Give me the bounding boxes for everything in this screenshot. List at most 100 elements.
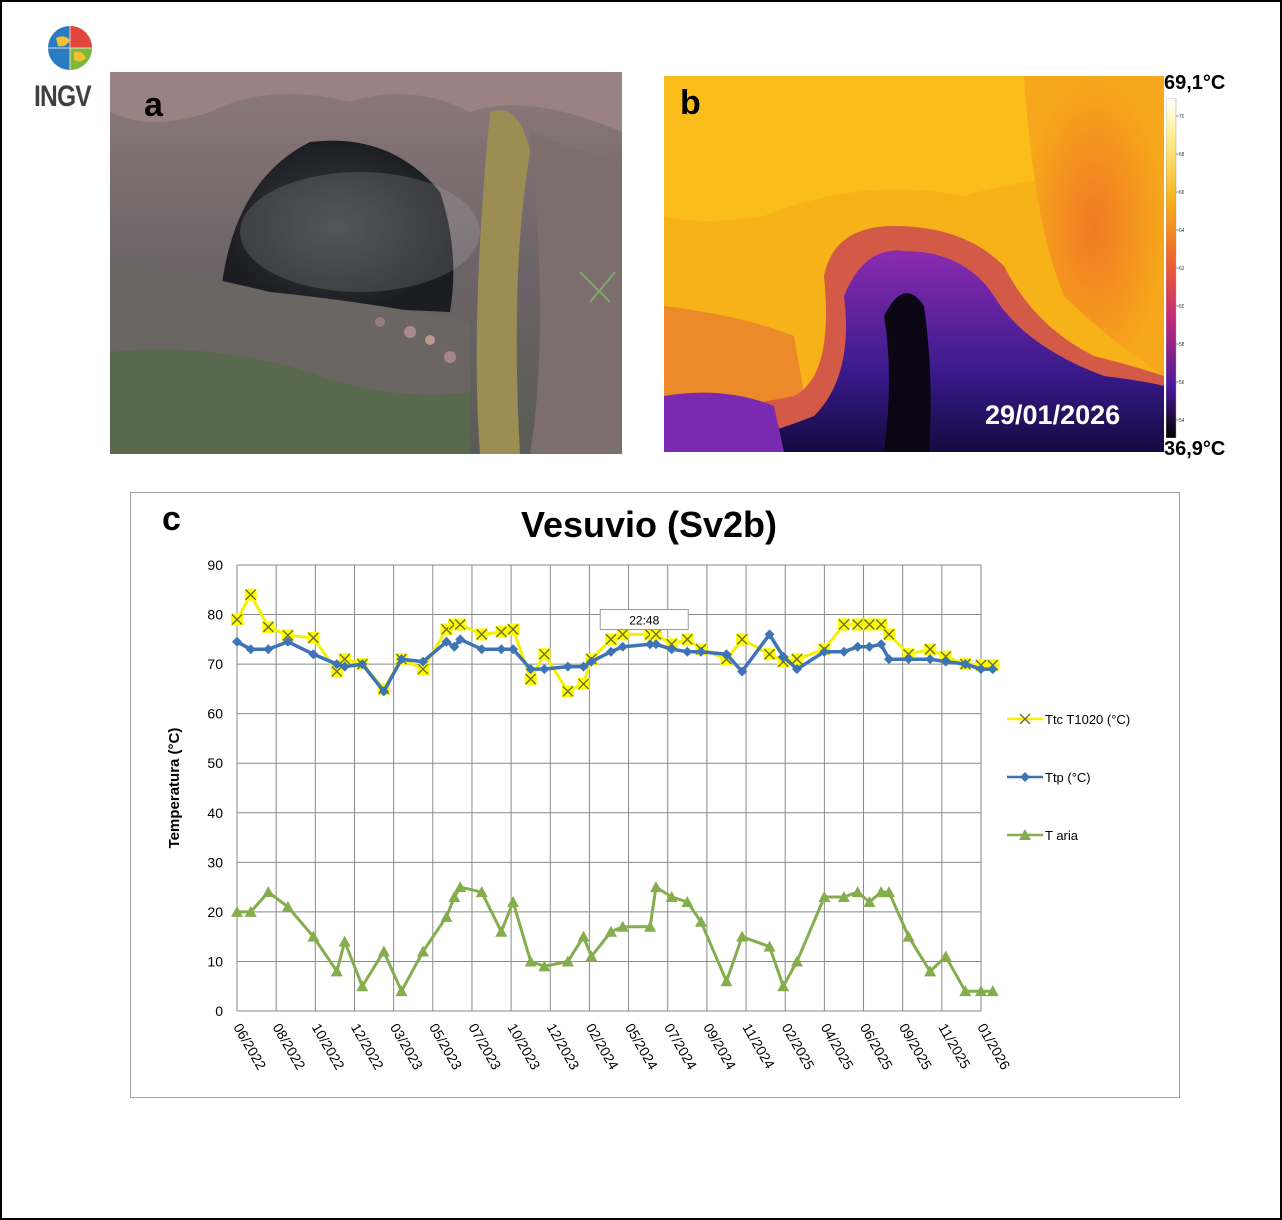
data-point — [903, 654, 914, 665]
data-point — [475, 886, 488, 898]
series-line-T aria — [237, 885, 993, 993]
x-tick-label: 07/2023 — [465, 1021, 504, 1073]
x-tick-label: 10/2022 — [309, 1021, 348, 1073]
data-point — [244, 905, 257, 917]
data-point — [851, 618, 864, 631]
marker-cross — [578, 678, 590, 690]
data-point — [262, 886, 275, 898]
data-point — [231, 613, 243, 626]
data-point — [736, 930, 749, 942]
tooltip-box — [599, 609, 689, 631]
colorbar-tick-label: 54 — [1179, 418, 1184, 424]
data-point — [777, 980, 790, 992]
series-markers — [232, 629, 998, 697]
chart-title: Vesuvio (Sv2b) — [521, 504, 777, 545]
marker-cross — [495, 626, 507, 638]
data-point — [959, 985, 972, 997]
data-point — [441, 636, 452, 647]
temperature-chart: Vesuvio (Sv2b) 0 10 20 30 40 50 60 70 80 90 06/2022… — [166, 504, 1130, 1073]
data-point — [449, 641, 460, 652]
legend-label: T aria — [1045, 828, 1079, 843]
marker-cross — [538, 648, 550, 660]
data-point — [231, 905, 243, 917]
marker-cross — [605, 633, 617, 645]
data-point — [925, 654, 936, 665]
marker-cross — [838, 618, 850, 630]
y-axis-label: Temperatura (°C) — [166, 728, 183, 849]
panel-b-letter: b — [680, 84, 701, 122]
marker-cross — [791, 653, 803, 665]
data-point — [790, 955, 803, 967]
legend-marker — [1019, 829, 1031, 840]
tooltip-text: 22:48 — [629, 614, 659, 628]
data-point — [616, 920, 629, 932]
data-point — [262, 620, 275, 633]
marker-cross — [307, 632, 319, 644]
marker-cross — [331, 666, 343, 678]
x-tick-label: 12/2023 — [544, 1021, 583, 1073]
data-point — [882, 628, 895, 641]
y-tick-label: 10 — [207, 953, 223, 969]
data-point — [495, 925, 508, 937]
data-point — [604, 925, 617, 937]
data-point — [539, 664, 550, 675]
data-point — [737, 666, 748, 677]
y-tick-label: 80 — [207, 607, 223, 623]
colorbar-tick-label: 56 — [1179, 380, 1184, 386]
marker-cross — [852, 618, 864, 630]
data-point — [682, 646, 693, 657]
data-point — [232, 636, 242, 647]
data-point — [330, 965, 343, 977]
x-tick-label: 01/2026 — [974, 1021, 1013, 1073]
series-markers — [231, 881, 999, 997]
data-point — [681, 633, 694, 646]
marker-cross — [231, 614, 243, 626]
marker-cross — [476, 628, 488, 640]
data-point — [585, 950, 598, 962]
data-point — [863, 618, 876, 631]
globe-icon — [48, 26, 92, 70]
y-tick-label: 0 — [215, 1003, 223, 1019]
data-point — [986, 985, 999, 997]
x-tick-label: 11/2025 — [935, 1021, 974, 1072]
data-point — [475, 628, 488, 641]
marker-cross — [764, 648, 776, 660]
data-point — [791, 664, 802, 675]
data-point — [976, 664, 986, 675]
x-tick-label: 02/2024 — [583, 1021, 622, 1073]
data-point — [245, 644, 256, 655]
marker-cross — [417, 663, 429, 675]
data-point — [331, 659, 342, 670]
x-tick-label: 09/2025 — [896, 1021, 935, 1073]
x-tick-label: 11/2024 — [739, 1021, 778, 1072]
x-tick-label: 09/2024 — [700, 1021, 739, 1073]
colorbar-tick-label: 70 — [1179, 114, 1184, 120]
data-point — [282, 636, 293, 647]
thermal-image-graphic — [664, 76, 1164, 452]
data-point — [960, 659, 971, 670]
data-point — [818, 891, 831, 903]
data-point — [763, 940, 776, 952]
data-point — [357, 659, 368, 670]
data-point — [496, 644, 507, 655]
x-tick-label: 06/2025 — [857, 1021, 896, 1073]
data-point — [263, 644, 274, 655]
legend-marker — [1020, 772, 1030, 782]
data-point — [244, 588, 257, 601]
marker-cross — [282, 629, 294, 641]
data-point — [338, 935, 351, 947]
colorbar-max-label: 69,1°C — [1164, 72, 1226, 94]
data-point — [837, 618, 850, 631]
data-point — [939, 950, 952, 962]
data-point — [281, 900, 294, 912]
data-point — [396, 654, 407, 665]
data-point — [649, 628, 662, 641]
marker-cross — [617, 628, 629, 640]
y-tick-label: 90 — [207, 557, 223, 573]
data-point — [681, 895, 694, 907]
data-point — [586, 656, 597, 667]
data-point — [356, 980, 369, 992]
marker-cross — [262, 621, 274, 633]
series-line-Ttp (°C) — [236, 632, 993, 694]
data-point — [764, 629, 775, 640]
